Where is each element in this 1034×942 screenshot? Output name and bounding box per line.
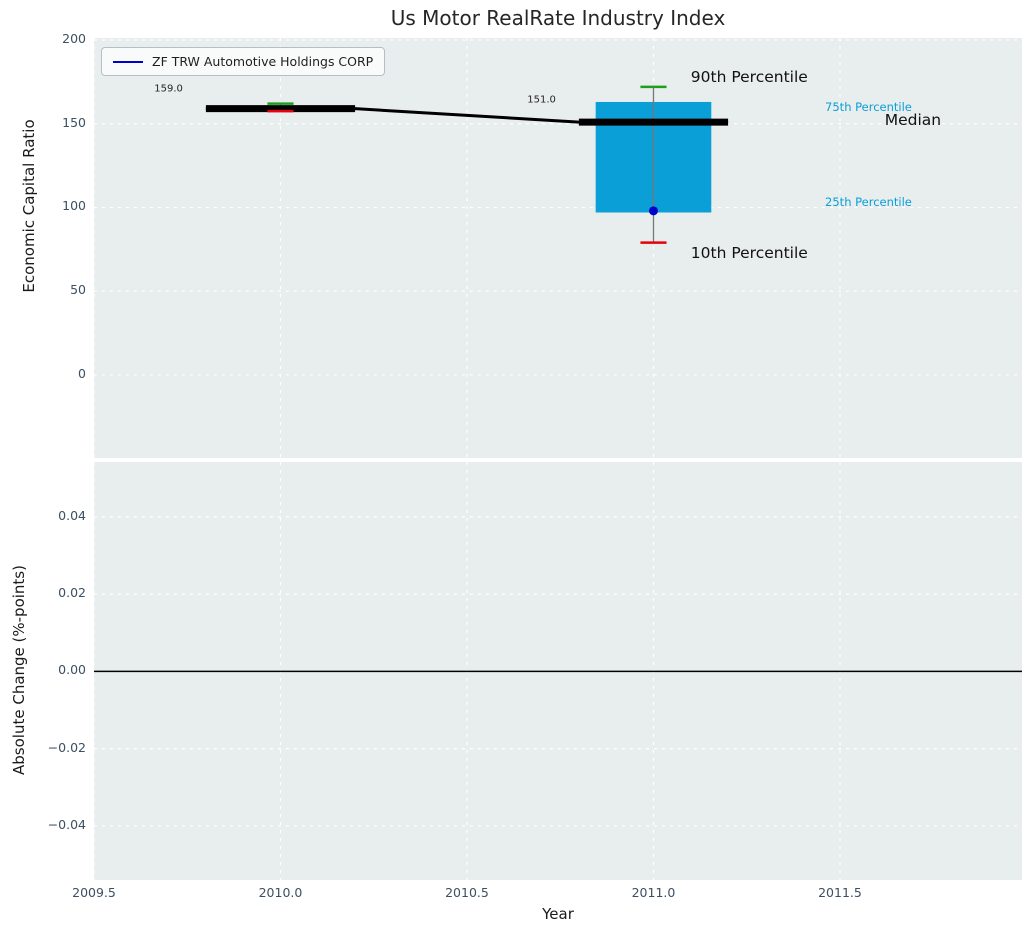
y-tick-label: −0.04 bbox=[47, 816, 86, 832]
x-tick-label: 2010.5 bbox=[445, 885, 489, 900]
annotation: Median bbox=[884, 111, 942, 130]
legend-label: ZF TRW Automotive Holdings CORP bbox=[152, 54, 374, 69]
y-tick-label: 0.04 bbox=[58, 507, 86, 523]
y-axis-label-top: Economic Capital Ratio bbox=[20, 119, 38, 293]
y-tick-label: 0 bbox=[78, 365, 86, 381]
legend-line-sample-icon bbox=[113, 60, 143, 63]
legend: ZF TRW Automotive Holdings CORP bbox=[101, 47, 386, 76]
annotation: 159.0 bbox=[154, 83, 183, 95]
annotation: 151.0 bbox=[527, 94, 556, 106]
x-tick-label: 2010.0 bbox=[258, 885, 303, 900]
annotation: 10th Percentile bbox=[690, 243, 808, 262]
chart-title: Us Motor RealRate Industry Index bbox=[390, 6, 726, 30]
y-tick-label: 0.00 bbox=[58, 662, 86, 678]
y-tick-label: −0.02 bbox=[47, 739, 86, 755]
y-axis-label-bottom: Absolute Change (%-points) bbox=[10, 565, 28, 775]
x-tick-label: 2009.5 bbox=[72, 885, 116, 900]
x-tick-label: 2011.5 bbox=[818, 885, 862, 900]
x-axis-label: Year bbox=[542, 905, 574, 923]
y-tick-label: 50 bbox=[70, 282, 86, 298]
annotation: 75th Percentile bbox=[825, 99, 912, 114]
y-tick-label: 150 bbox=[62, 114, 86, 130]
x-tick-label: 2011.0 bbox=[631, 885, 676, 900]
y-tick-label: 100 bbox=[62, 198, 86, 214]
y-tick-label: 0.02 bbox=[58, 585, 86, 601]
company-marker bbox=[648, 206, 658, 216]
annotation: 25th Percentile bbox=[825, 195, 912, 210]
y-tick-label: 200 bbox=[62, 31, 86, 46]
annotation: 90th Percentile bbox=[690, 67, 808, 86]
